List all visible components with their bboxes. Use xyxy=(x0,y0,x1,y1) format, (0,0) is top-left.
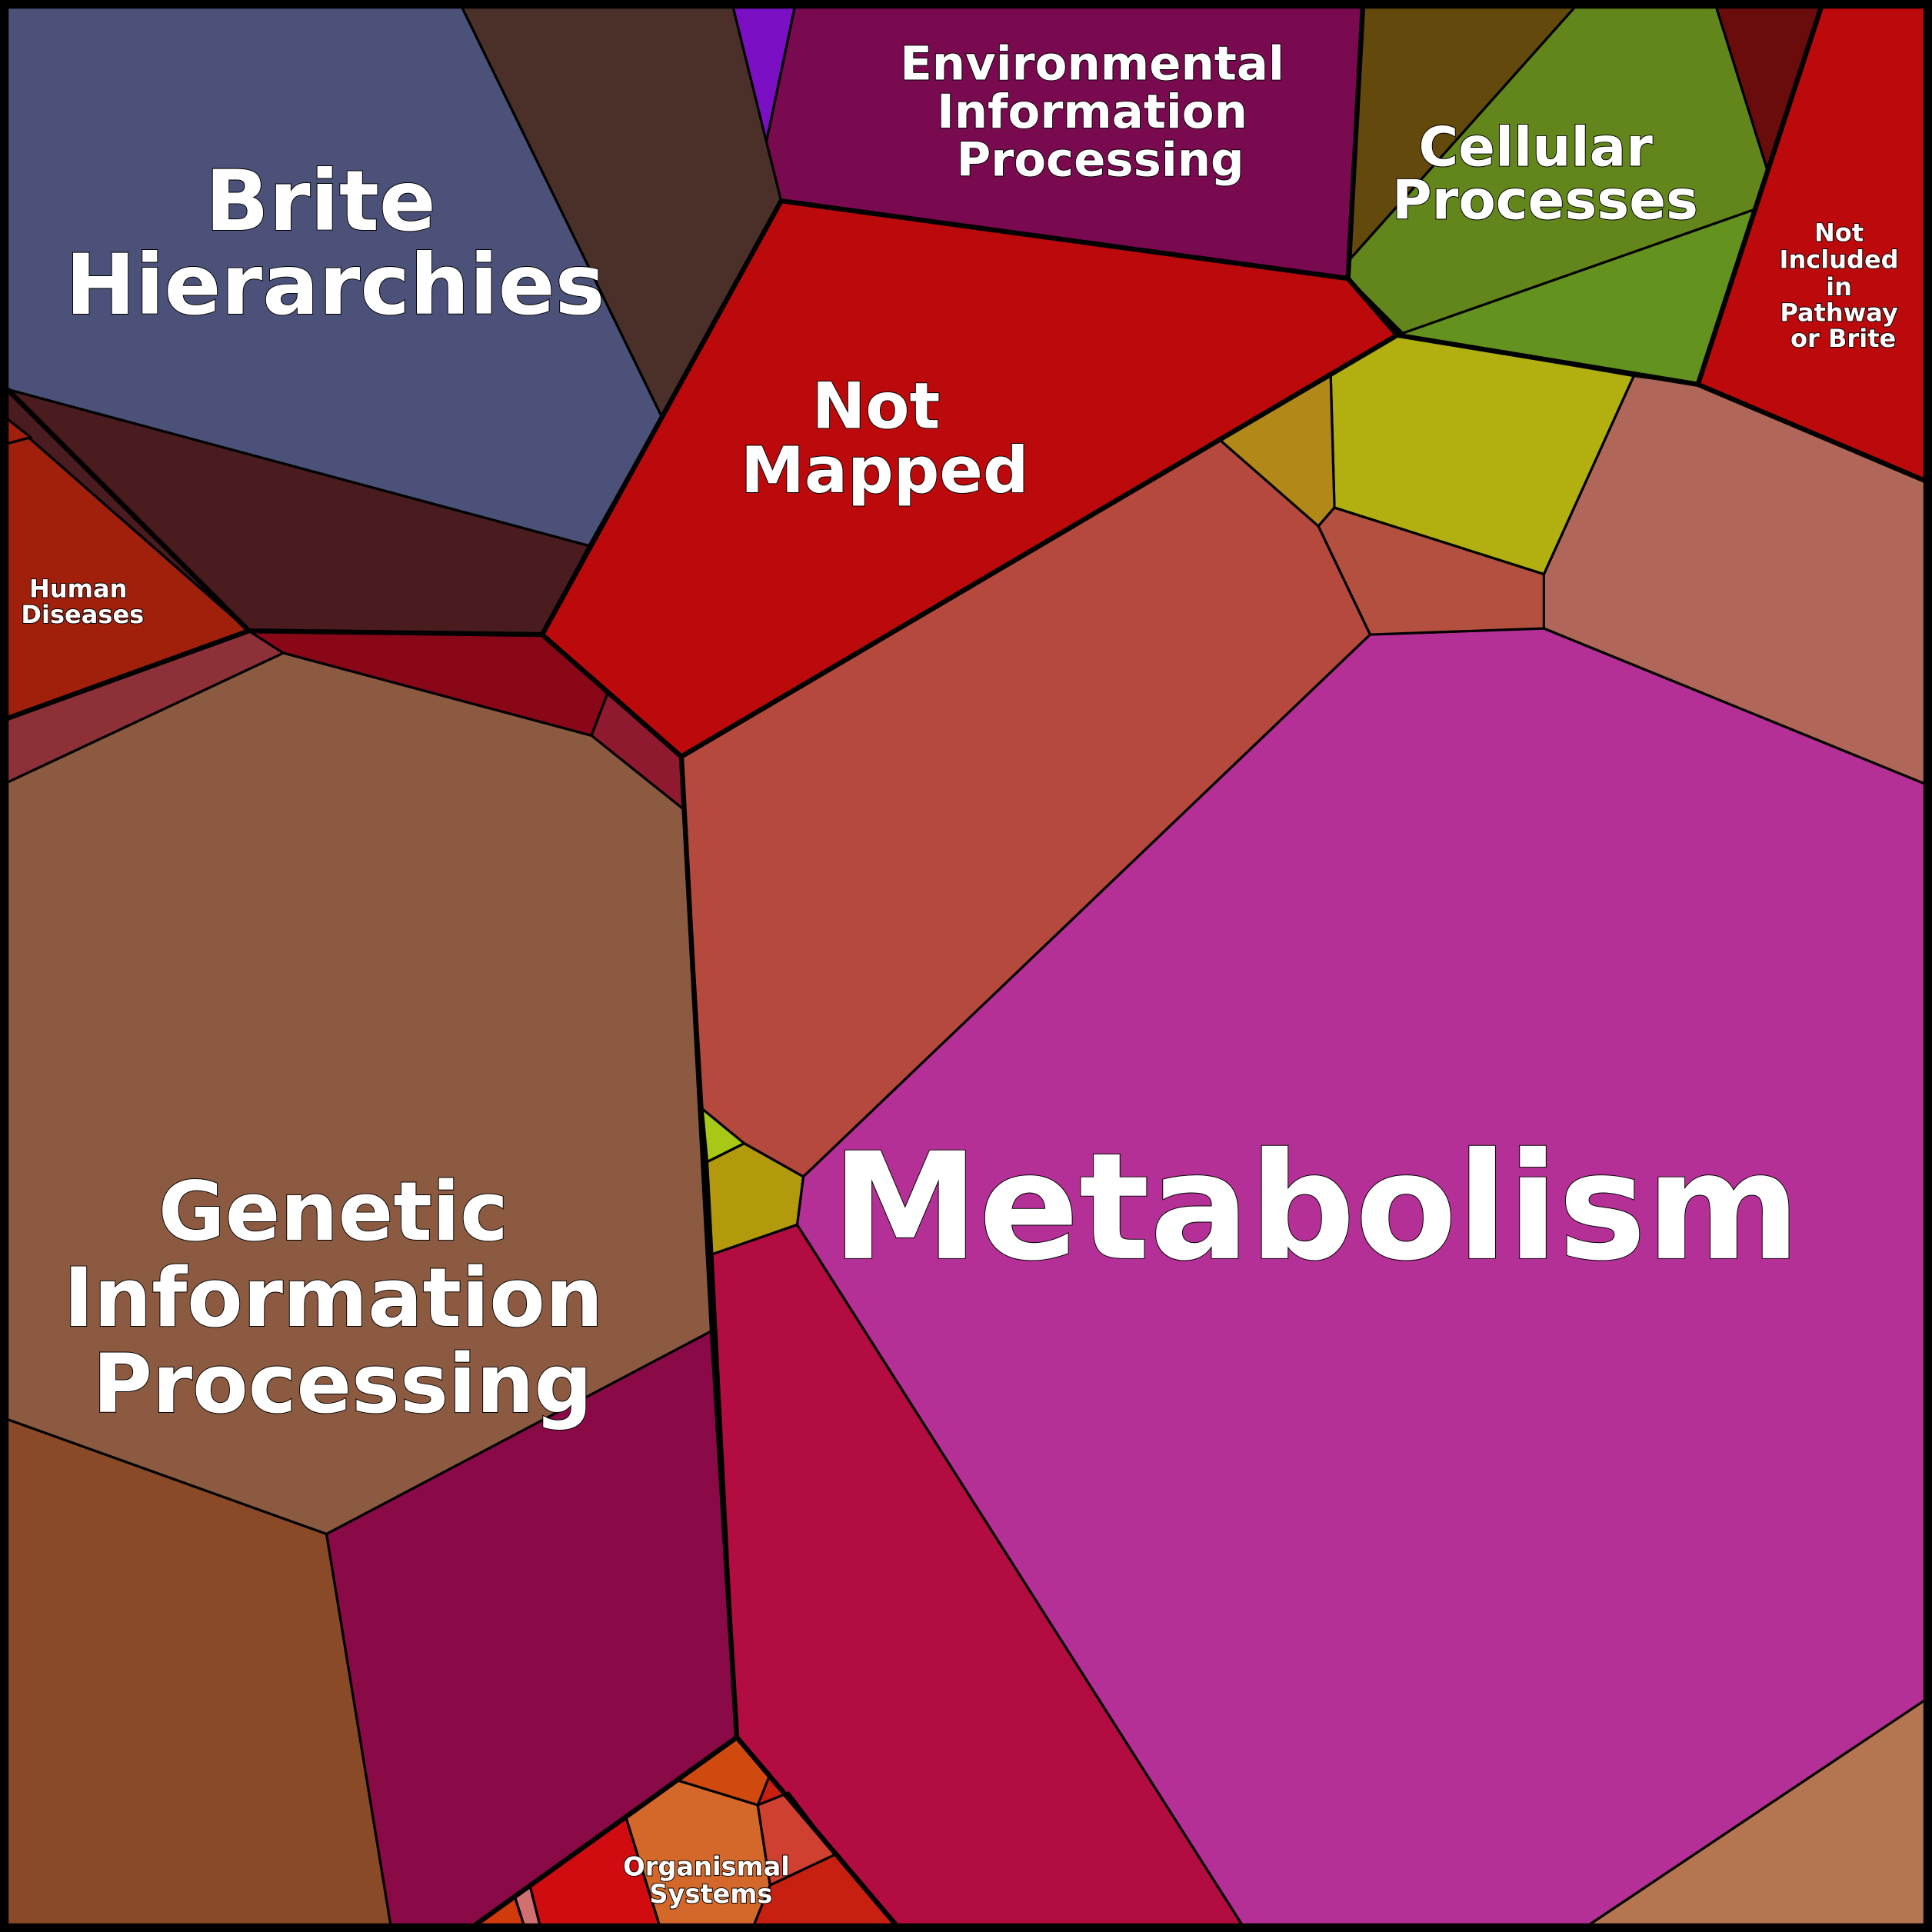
label-line: Metabolism xyxy=(831,1122,1800,1294)
group-border xyxy=(1695,6,1824,385)
group-border xyxy=(1345,7,1366,279)
label-line: Mapped xyxy=(741,433,1028,508)
label-line: Hierarchies xyxy=(65,236,605,334)
label-line: Environmental xyxy=(900,36,1284,91)
group-label: Genetic Information Processing xyxy=(64,1164,631,1431)
label-line: Brite xyxy=(205,152,436,250)
label-line: Organismal xyxy=(623,1851,790,1881)
label-line: Processing xyxy=(93,1337,593,1431)
label-line: Not xyxy=(812,368,941,443)
group-label: Brite Hierarchies xyxy=(65,152,605,334)
label-line: or Brite xyxy=(1790,324,1896,353)
cell xyxy=(1317,506,1545,636)
label-line: Human xyxy=(29,574,127,603)
label-line: Processing xyxy=(957,132,1244,187)
group-border xyxy=(6,628,250,721)
label-line: Processes xyxy=(1392,168,1698,232)
group-label: Not Included in Pathway or Brite xyxy=(1780,218,1907,353)
label-line: Not xyxy=(1814,218,1864,247)
label-line: Included xyxy=(1780,245,1899,275)
group-label: Human Diseases xyxy=(21,574,144,629)
label-line: Cellular xyxy=(1418,115,1653,178)
group-border xyxy=(474,1735,738,1927)
label-line: Information xyxy=(64,1251,604,1345)
group-label: Environmental Information Processing xyxy=(900,36,1301,187)
group-label: Not Mapped xyxy=(741,368,1028,507)
label-line: Pathway xyxy=(1780,298,1898,328)
group-label: Metabolism xyxy=(831,1122,1800,1294)
label-line: Diseases xyxy=(21,600,144,629)
group-label: Cellular Processes xyxy=(1392,115,1698,232)
label-line: Information xyxy=(937,85,1247,139)
labels: Brite Hierarchies Environmental Informat… xyxy=(20,35,1907,1909)
label-line: in xyxy=(1826,272,1852,301)
label-line: Genetic xyxy=(158,1164,508,1259)
group-label: Organismal Systems xyxy=(623,1851,798,1908)
label-line: Systems xyxy=(649,1878,772,1908)
